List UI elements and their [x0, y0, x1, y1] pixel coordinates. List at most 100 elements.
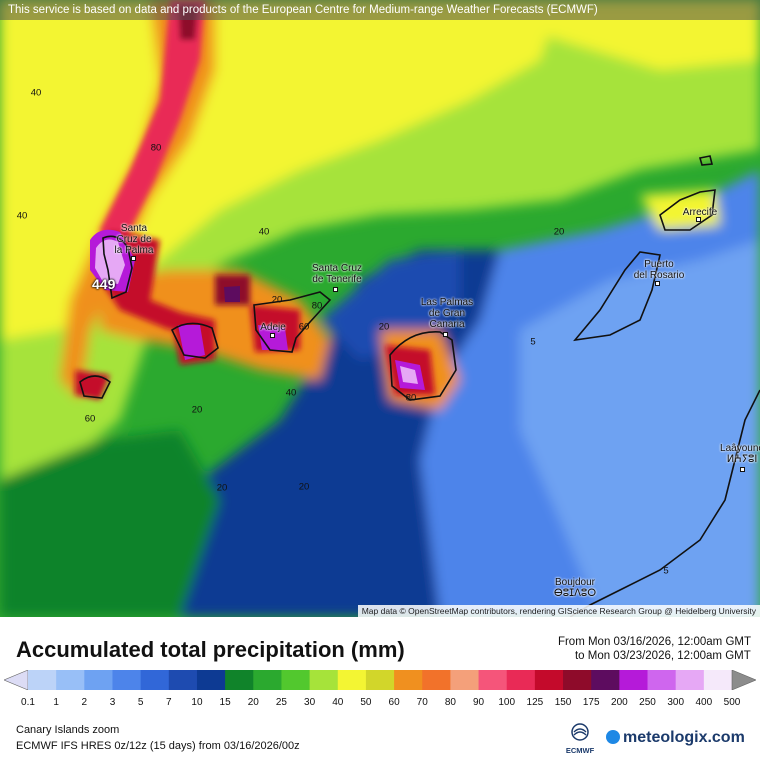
city-marker-laayoune[interactable]	[740, 467, 745, 472]
city-marker-santa-cruz-palma[interactable]	[131, 256, 136, 261]
ecmwf-banner: This service is based on data and produc…	[0, 0, 760, 20]
scale-swatch	[337, 670, 367, 690]
scale-tick-label: 150	[554, 697, 572, 708]
legend-title: Accumulated total precipitation (mm)	[16, 637, 405, 662]
contour-label: 60	[84, 413, 96, 425]
contour-label: 40	[258, 226, 270, 238]
contour-label: 20	[191, 404, 203, 416]
scale-tick-label: 400	[695, 697, 713, 708]
city-marker-adeje[interactable]	[270, 333, 275, 338]
ecmwf-icon	[571, 723, 589, 741]
scale-swatch	[196, 670, 226, 690]
scale-tick-label: 40	[332, 697, 344, 708]
scale-swatch	[591, 670, 620, 690]
scale-swatch	[450, 670, 480, 690]
period-from: From Mon 03/16/2026, 12:00am GMT	[557, 636, 751, 648]
scale-arrow-low	[4, 670, 29, 690]
model-info: ECMWF IFS HRES 0z/12z (15 days) from 03/…	[16, 740, 300, 752]
scale-swatch	[422, 670, 451, 690]
city-label-adeje: Adeje	[260, 322, 286, 333]
ecmwf-logo-text: ECMWF	[565, 746, 595, 755]
city-marker-puerto-rosario[interactable]	[655, 281, 660, 286]
ecmwf-logo[interactable]: ECMWF	[561, 723, 599, 757]
scale-tick-label: 250	[639, 697, 656, 708]
contour-label: 20	[216, 482, 228, 494]
contour-label: 80	[405, 392, 417, 404]
city-marker-las-palmas[interactable]	[443, 332, 448, 337]
city-label-boujdour: Boujdour ⴱⵓⵊⴷⵓⵔ	[553, 577, 597, 599]
contour-label: 5	[663, 565, 669, 577]
scale-swatch	[563, 670, 592, 690]
precipitation-map[interactable]: This service is based on data and produc…	[0, 0, 760, 617]
city-marker-arrecife[interactable]	[696, 217, 701, 222]
scale-tick-label: 5	[137, 697, 144, 708]
scale-swatch	[703, 670, 733, 690]
city-label-puerto-rosario: Puerto del Rosario	[633, 259, 685, 281]
scale-swatch	[112, 670, 142, 690]
contour-label: 60	[298, 321, 310, 333]
scale-tick-label: 10	[191, 697, 203, 708]
scale-tick-label: 2	[81, 697, 88, 708]
scale-swatch	[394, 670, 423, 690]
scale-tick-label: 500	[723, 697, 741, 708]
contour-label: 20	[298, 481, 310, 493]
scale-swatch	[506, 670, 536, 690]
scale-tick-label: 80	[444, 697, 456, 708]
scale-tick-label: 3	[109, 697, 116, 708]
scale-swatch	[28, 670, 57, 690]
precipitation-field	[0, 0, 760, 617]
scale-tick-label: 300	[667, 697, 685, 708]
scale-tick-label: 50	[360, 697, 372, 708]
scale-tick-label: 100	[498, 697, 516, 708]
scale-tick-label: 1	[53, 697, 59, 708]
meteologix-icon	[606, 730, 620, 744]
city-label-laayoune: Laâyoune ⵍⵄⵢⵓⵏ	[720, 443, 760, 465]
meteologix-logo[interactable]: meteologix.com	[606, 729, 745, 747]
contour-label: 20	[378, 321, 390, 333]
scale-tick-label: 125	[526, 697, 544, 708]
color-scale-bar	[4, 670, 756, 690]
city-label-las-palmas: Las Palmas de Gran Canaria	[420, 297, 474, 330]
scale-swatch	[281, 670, 311, 690]
max-value-label: 449	[92, 276, 116, 292]
contour-label: 20	[271, 294, 283, 306]
scale-tick-label: 200	[611, 697, 628, 708]
scale-swatch	[534, 670, 564, 690]
contour-label: 80	[311, 300, 323, 312]
scale-tick-label: 25	[275, 697, 287, 708]
scale-tick-label: 60	[388, 697, 400, 708]
contour-label: 40	[30, 87, 42, 99]
scale-swatch	[478, 670, 508, 690]
scale-swatch	[84, 670, 113, 690]
scale-swatch	[365, 670, 395, 690]
scale-swatch	[675, 670, 705, 690]
city-marker-santa-cruz-tenerife[interactable]	[333, 287, 338, 292]
scale-tick-label: 30	[304, 697, 316, 708]
city-label-santa-cruz-palma: Santa Cruz de la Palma	[114, 223, 154, 256]
scale-swatch	[168, 670, 198, 690]
period-info: From Mon 03/16/2026, 12:00am GMT to Mon …	[558, 635, 751, 663]
scale-swatch	[253, 670, 282, 690]
contour-label: 20	[553, 226, 565, 238]
contour-label: 40	[16, 210, 28, 222]
scale-swatch	[647, 670, 677, 690]
contour-label: 80	[150, 142, 162, 154]
scale-tick-label: 175	[582, 697, 600, 708]
region-label: Canary Islands zoom	[16, 724, 120, 736]
scale-arrow-high	[731, 670, 756, 690]
period-to: to Mon 03/23/2026, 12:00am GMT	[574, 650, 751, 662]
scale-swatch	[56, 670, 85, 690]
map-attribution: Map data © OpenStreetMap contributors, r…	[357, 605, 760, 617]
scale-tick-label: 7	[166, 697, 172, 708]
scale-swatch	[309, 670, 339, 690]
contour-label: 5	[530, 336, 536, 348]
contour-label: 40	[285, 387, 297, 399]
scale-tick-label: 90	[472, 697, 485, 708]
scale-swatch	[619, 670, 649, 690]
scale-tick-label: 70	[416, 697, 428, 708]
scale-tick-label: 20	[247, 697, 259, 708]
scale-tick-label: 0.1	[21, 697, 35, 708]
meteologix-logo-text: meteologix.com	[623, 729, 745, 746]
scale-swatch	[225, 670, 254, 690]
city-label-santa-cruz-tenerife: Santa Cruz de Tenerife	[311, 263, 363, 285]
